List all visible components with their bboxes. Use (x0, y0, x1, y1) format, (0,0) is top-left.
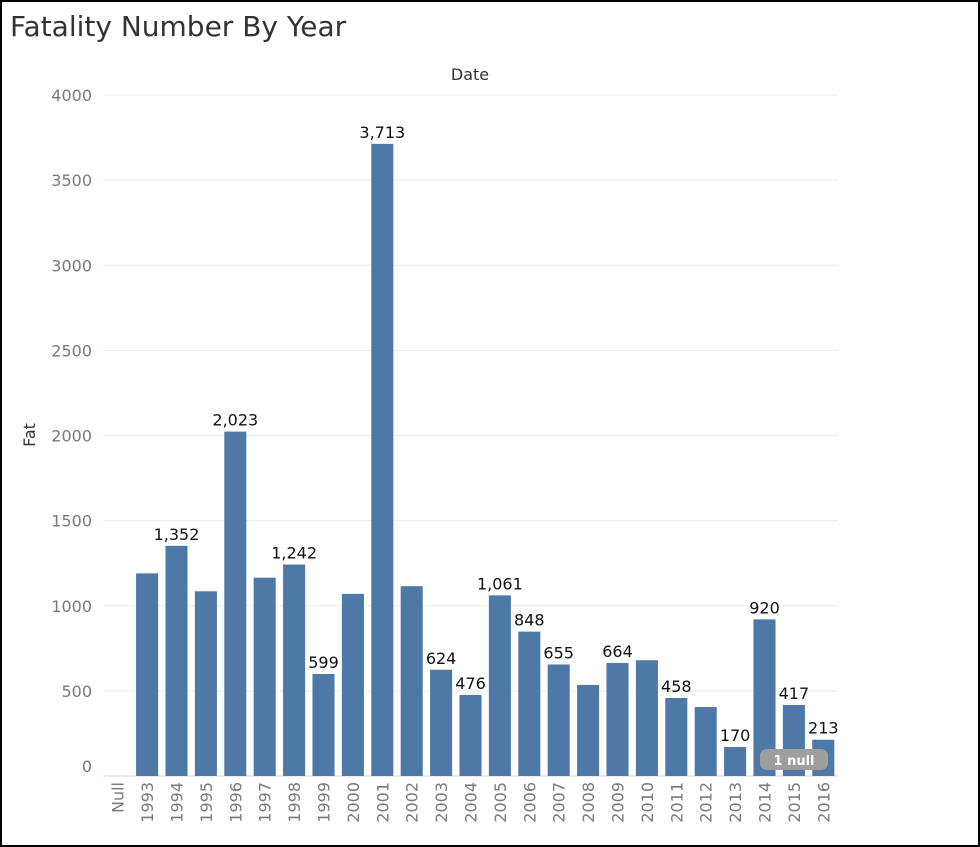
data-labels: 1,352 2,023 1,242 599 3,713 624 476 1,061 848 655… (154, 123, 839, 745)
data-label-1999: 599 (308, 653, 339, 672)
x-tick-label-2013: 2013 (726, 782, 745, 823)
x-tick-label-2015: 2015 (785, 782, 804, 823)
y-tick-label: 3500 (51, 171, 92, 190)
x-tick-label-2014: 2014 (756, 782, 775, 823)
y-axis-ticks: 0 500 1000 1500 2000 2500 3000 3500 4000 (51, 86, 92, 776)
bar-2001[interactable] (371, 143, 394, 776)
x-tick-label-2004: 2004 (462, 782, 481, 823)
data-label-2016: 213 (808, 719, 839, 738)
bars (136, 143, 835, 776)
data-label-2005: 1,061 (477, 574, 523, 593)
null-indicator-label[interactable]: 1 null (774, 754, 815, 769)
null-indicator-pill[interactable] (760, 749, 828, 770)
bar-2009[interactable] (606, 662, 629, 776)
x-axis-header: Date (451, 65, 489, 84)
bar-1998[interactable] (283, 564, 306, 776)
y-tick-label: 3000 (51, 256, 92, 275)
y-tick-label: 2500 (51, 341, 92, 360)
x-tick-label-Null: Null (109, 782, 128, 813)
bar-1994[interactable] (165, 545, 188, 776)
data-label-2015: 417 (779, 684, 810, 703)
x-tick-label-1993: 1993 (138, 782, 157, 823)
x-tick-label-2001: 2001 (373, 782, 392, 823)
bar-2006[interactable] (518, 631, 541, 776)
bar-1999[interactable] (312, 674, 335, 776)
x-tick-label-2003: 2003 (432, 782, 451, 823)
y-tick-label: 1000 (51, 597, 92, 616)
x-tick-label-1994: 1994 (168, 782, 187, 823)
x-tick-label-2006: 2006 (520, 782, 539, 823)
y-tick-label: 500 (61, 682, 92, 701)
bar-1995[interactable] (194, 591, 217, 776)
data-label-2009: 664 (602, 642, 633, 661)
chart-title: Fatality Number By Year (10, 10, 347, 43)
x-tick-label-2011: 2011 (667, 782, 686, 823)
x-tick-label-2005: 2005 (491, 782, 510, 823)
bar-1997[interactable] (253, 577, 276, 776)
x-tick-label-1996: 1996 (226, 782, 245, 823)
y-tick-label: 2000 (51, 427, 92, 446)
bar-2004[interactable] (459, 694, 482, 776)
bar-1996[interactable] (224, 431, 247, 776)
y-tick-label: 0 (82, 757, 92, 776)
x-tick-label-2000: 2000 (344, 782, 363, 823)
data-label-2004: 476 (455, 674, 486, 693)
null-indicator[interactable]: 1 null (760, 749, 828, 770)
bar-2003[interactable] (430, 669, 453, 776)
x-tick-label-1997: 1997 (256, 782, 275, 823)
x-tick-label-2008: 2008 (579, 782, 598, 823)
data-label-2013: 170 (720, 726, 751, 745)
bar-2013[interactable] (724, 747, 747, 776)
data-label-2001: 3,713 (359, 123, 405, 142)
data-label-2011: 458 (661, 677, 692, 696)
x-tick-label-2009: 2009 (609, 782, 628, 823)
bar-2008[interactable] (577, 684, 600, 776)
bar-2014[interactable] (753, 619, 776, 776)
bar-2012[interactable] (694, 707, 717, 776)
data-label-2006: 848 (514, 611, 545, 630)
x-tick-label-1998: 1998 (285, 782, 304, 823)
data-label-1996: 2,023 (212, 411, 258, 430)
bar-2011[interactable] (665, 698, 688, 776)
x-tick-label-2007: 2007 (550, 782, 569, 823)
y-axis-title: Fat (20, 423, 39, 447)
data-label-1998: 1,242 (271, 544, 317, 563)
bar-2007[interactable] (547, 664, 570, 776)
data-label-2007: 655 (543, 643, 574, 662)
bar-2000[interactable] (341, 593, 364, 776)
data-label-2003: 624 (426, 649, 457, 668)
x-tick-label-2016: 2016 (814, 782, 833, 823)
x-tick-label-1995: 1995 (197, 782, 216, 823)
bar-1993[interactable] (136, 573, 159, 776)
x-tick-label-2012: 2012 (697, 782, 716, 823)
x-tick-label-1999: 1999 (315, 782, 334, 823)
x-tick-label-2010: 2010 (638, 782, 657, 823)
x-tick-label-2002: 2002 (403, 782, 422, 823)
bar-2002[interactable] (400, 586, 423, 776)
bar-2010[interactable] (635, 660, 658, 776)
x-axis-ticks: Null 1993 1994 1995 1996 1997 1998 1999 2000 2001… (109, 782, 834, 823)
y-tick-label: 1500 (51, 512, 92, 531)
y-tick-label: 4000 (51, 86, 92, 105)
data-label-2014: 920 (749, 598, 780, 617)
bar-2005[interactable] (488, 595, 511, 776)
data-label-1994: 1,352 (154, 525, 200, 544)
